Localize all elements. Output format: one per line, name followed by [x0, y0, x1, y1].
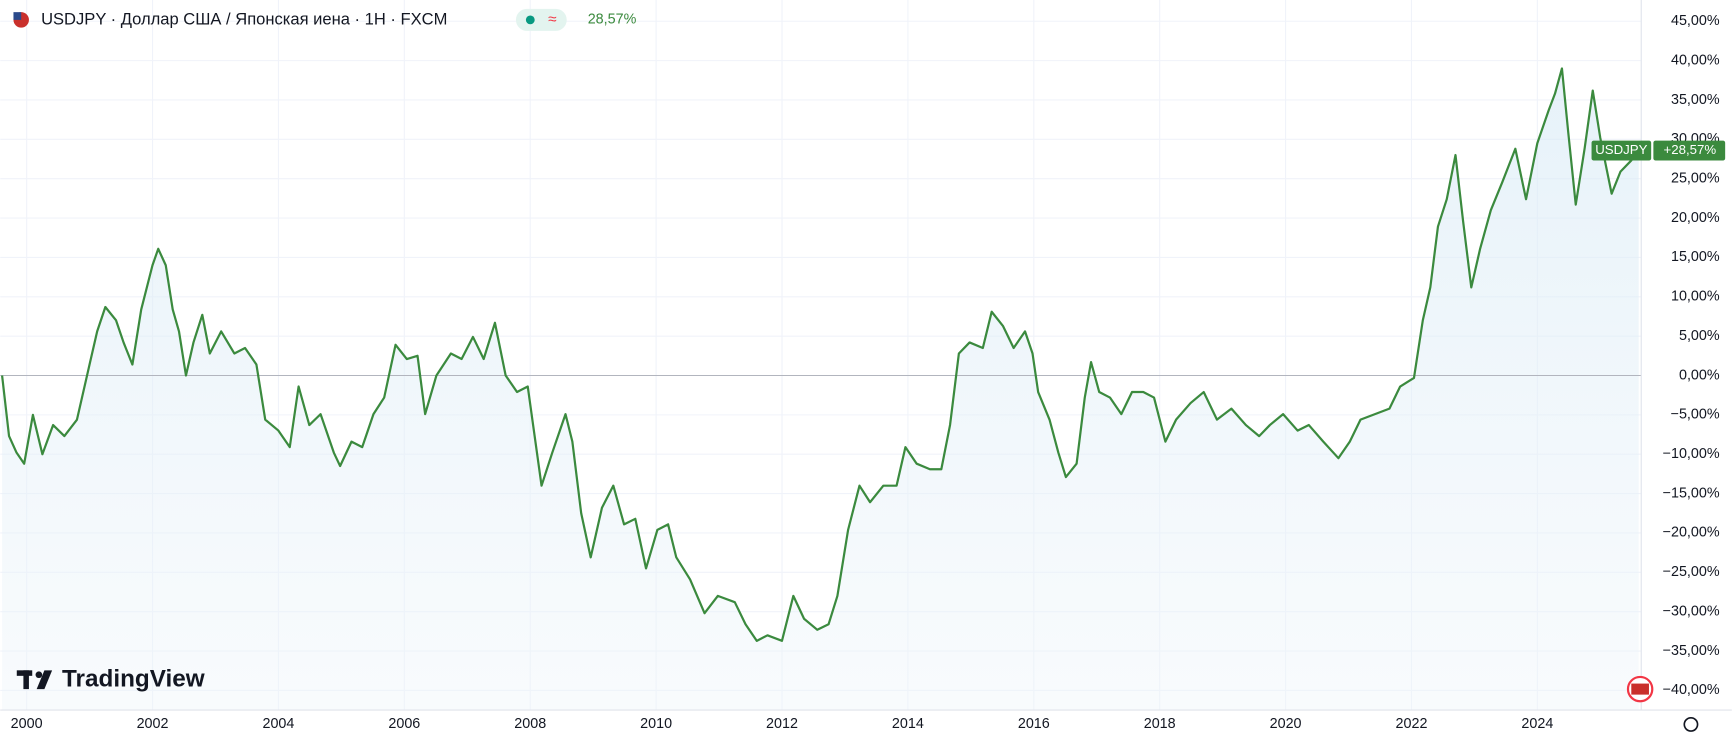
price-tag — [1653, 140, 1726, 161]
line — [0, 67, 1640, 642]
y-tick-label: −5,00% — [1671, 407, 1720, 423]
x-tick-label: 2002 — [137, 716, 169, 732]
y-tick-label: −20,00% — [1663, 525, 1720, 541]
y-tick-label: 10,00% — [1671, 289, 1720, 305]
x-tick-label: 2010 — [640, 716, 672, 732]
y-tick-label: 40,00% — [1671, 52, 1720, 68]
x-tick-label: 2004 — [262, 716, 294, 732]
status-toggle[interactable] — [515, 8, 567, 31]
plot — [0, 67, 1642, 711]
y-tick-label: −15,00% — [1663, 485, 1720, 501]
y-tick-label: −35,00% — [1663, 643, 1720, 659]
y-tick-label: 20,00% — [1671, 210, 1720, 226]
flag-icon — [1631, 683, 1649, 695]
y-tick-label: 45,00% — [1671, 13, 1720, 29]
x-tick-label: 2000 — [11, 716, 43, 732]
x-tick-label: 2008 — [514, 716, 546, 732]
x-tick-label: 2016 — [1018, 716, 1050, 732]
logo-mark — [36, 670, 53, 690]
y-tick-label: −25,00% — [1663, 564, 1720, 580]
price-label: +28,57% — [1663, 142, 1716, 157]
x-tick-label: 2006 — [388, 716, 420, 732]
x-tick-label: 2024 — [1521, 716, 1553, 732]
y-tick-label: 25,00% — [1671, 170, 1720, 186]
area-fill — [2, 68, 1639, 711]
watermark: TradingView — [62, 666, 205, 693]
x-tick-label: 2022 — [1396, 716, 1428, 732]
x-tick-label: 2018 — [1144, 716, 1176, 732]
legend-value: 28,57% — [588, 12, 637, 28]
y-tick-label: −10,00% — [1663, 446, 1720, 462]
x-tick-label: 2014 — [892, 716, 924, 732]
logo-mark — [23, 670, 29, 690]
y-tick-label: 5,00% — [1679, 328, 1720, 344]
status-icon: ≈ — [548, 11, 557, 28]
y-tick-label: −30,00% — [1663, 603, 1720, 619]
logo: TradingView — [16, 666, 205, 693]
y-tick-label: 35,00% — [1671, 92, 1720, 108]
flag-icon — [13, 12, 22, 20]
x-tick-label: 2012 — [766, 716, 798, 732]
symbol-label: USDJPY — [1595, 142, 1647, 157]
status-dot — [525, 15, 535, 25]
y-tick-label: −40,00% — [1663, 682, 1720, 698]
y-tick-label: 0,00% — [1679, 367, 1720, 383]
y-tick-label: 15,00% — [1671, 249, 1720, 265]
chart-title: USDJPY · Доллар США / Японская иена · 1H… — [41, 9, 447, 28]
settings-icon[interactable] — [1683, 716, 1699, 732]
x-tick-label: 2020 — [1270, 716, 1302, 732]
logo-mark — [35, 671, 43, 679]
symbol-tag — [1591, 140, 1652, 161]
